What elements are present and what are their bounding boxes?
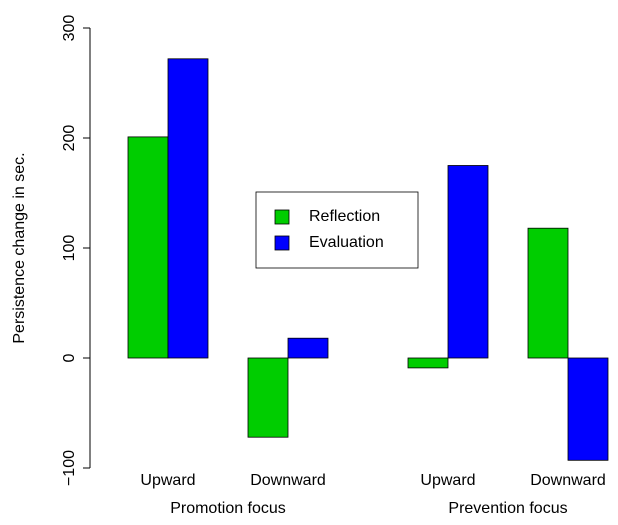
bar (247, 357, 289, 438)
y-axis-label: Persistence change in sec. (11, 152, 28, 343)
x-tick-label: Downward (530, 472, 606, 489)
bar (447, 165, 489, 359)
bar (127, 136, 169, 359)
bar (167, 58, 209, 359)
x-tick-label: Downward (250, 472, 326, 489)
y-tick-label: −100 (61, 450, 78, 486)
legend-label: Reflection (309, 208, 380, 225)
legend-swatch (274, 235, 290, 251)
legend-box (255, 191, 419, 269)
y-tick-label: 100 (61, 235, 78, 262)
y-tick-label: 300 (61, 15, 78, 42)
y-tick-label: 200 (61, 125, 78, 152)
legend-label: Evaluation (309, 234, 384, 251)
y-tick-label: 0 (61, 353, 78, 362)
bar (287, 337, 329, 359)
bar (567, 357, 609, 461)
legend-swatch (274, 209, 290, 225)
group-label: Promotion focus (170, 500, 286, 517)
bar (407, 357, 449, 369)
x-tick-label: Upward (420, 472, 475, 489)
x-tick-label: Upward (140, 472, 195, 489)
group-label: Prevention focus (448, 500, 567, 517)
bar (527, 227, 569, 359)
